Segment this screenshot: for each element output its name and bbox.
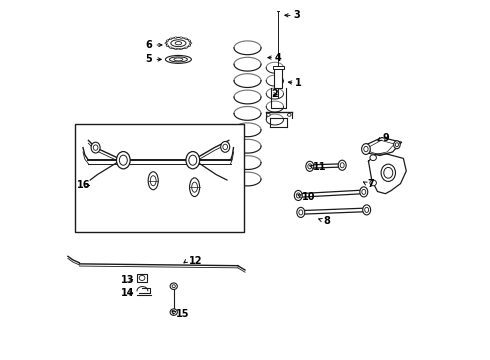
Ellipse shape bbox=[174, 48, 177, 50]
Text: 9: 9 bbox=[383, 132, 389, 143]
Ellipse shape bbox=[172, 311, 175, 314]
Text: 8: 8 bbox=[323, 216, 330, 226]
Ellipse shape bbox=[370, 155, 376, 161]
Ellipse shape bbox=[288, 113, 291, 116]
Ellipse shape bbox=[180, 48, 182, 50]
Ellipse shape bbox=[185, 47, 187, 49]
Ellipse shape bbox=[180, 37, 182, 38]
Bar bbox=[274, 68, 282, 88]
Ellipse shape bbox=[185, 38, 187, 39]
Ellipse shape bbox=[223, 144, 227, 150]
Ellipse shape bbox=[170, 47, 172, 49]
Ellipse shape bbox=[338, 160, 346, 170]
Text: 3: 3 bbox=[294, 10, 300, 21]
Ellipse shape bbox=[306, 161, 314, 171]
Ellipse shape bbox=[170, 283, 177, 289]
Ellipse shape bbox=[174, 58, 183, 61]
Ellipse shape bbox=[170, 38, 172, 39]
Ellipse shape bbox=[384, 167, 393, 178]
Ellipse shape bbox=[297, 207, 305, 217]
Ellipse shape bbox=[188, 45, 191, 46]
Ellipse shape bbox=[267, 113, 270, 116]
Ellipse shape bbox=[340, 163, 344, 168]
Ellipse shape bbox=[362, 144, 370, 154]
Ellipse shape bbox=[360, 187, 368, 197]
Ellipse shape bbox=[381, 164, 395, 181]
Ellipse shape bbox=[220, 141, 230, 152]
Ellipse shape bbox=[120, 155, 127, 165]
Ellipse shape bbox=[175, 41, 182, 45]
Text: 7: 7 bbox=[368, 179, 374, 189]
Ellipse shape bbox=[362, 189, 366, 194]
Ellipse shape bbox=[166, 37, 191, 49]
Ellipse shape bbox=[186, 152, 199, 169]
Ellipse shape bbox=[170, 309, 177, 315]
Ellipse shape bbox=[165, 42, 168, 44]
Bar bbox=[273, 66, 284, 69]
Ellipse shape bbox=[365, 207, 368, 212]
Ellipse shape bbox=[370, 180, 376, 186]
Ellipse shape bbox=[139, 275, 145, 280]
Ellipse shape bbox=[93, 145, 98, 150]
Text: 11: 11 bbox=[314, 162, 327, 172]
Ellipse shape bbox=[395, 143, 398, 147]
Ellipse shape bbox=[148, 172, 158, 190]
Text: 14: 14 bbox=[121, 288, 134, 298]
Ellipse shape bbox=[190, 178, 199, 197]
Bar bbox=[75, 124, 245, 232]
Ellipse shape bbox=[299, 210, 303, 215]
Ellipse shape bbox=[166, 40, 169, 41]
Ellipse shape bbox=[192, 182, 197, 192]
Ellipse shape bbox=[91, 142, 100, 153]
Text: 5: 5 bbox=[145, 54, 152, 64]
Ellipse shape bbox=[188, 40, 191, 41]
Text: 1: 1 bbox=[295, 78, 302, 88]
Ellipse shape bbox=[166, 45, 169, 46]
Ellipse shape bbox=[117, 152, 130, 169]
Ellipse shape bbox=[393, 141, 400, 149]
Ellipse shape bbox=[363, 205, 370, 215]
Bar bbox=[137, 274, 147, 282]
Ellipse shape bbox=[171, 40, 186, 46]
Ellipse shape bbox=[170, 57, 187, 62]
Text: 10: 10 bbox=[302, 192, 316, 202]
Ellipse shape bbox=[294, 190, 302, 201]
Ellipse shape bbox=[308, 164, 312, 169]
Ellipse shape bbox=[364, 147, 368, 152]
Ellipse shape bbox=[150, 176, 156, 186]
Ellipse shape bbox=[189, 42, 192, 44]
Ellipse shape bbox=[174, 37, 177, 38]
Text: 6: 6 bbox=[145, 40, 152, 50]
Text: 2: 2 bbox=[271, 89, 278, 99]
Ellipse shape bbox=[166, 55, 192, 63]
Ellipse shape bbox=[296, 193, 300, 198]
Text: 4: 4 bbox=[275, 53, 282, 63]
Text: 15: 15 bbox=[176, 309, 189, 319]
Ellipse shape bbox=[172, 285, 175, 288]
Text: 13: 13 bbox=[121, 275, 134, 285]
Text: 16: 16 bbox=[77, 180, 90, 190]
Text: 12: 12 bbox=[189, 256, 202, 266]
Ellipse shape bbox=[189, 155, 197, 165]
